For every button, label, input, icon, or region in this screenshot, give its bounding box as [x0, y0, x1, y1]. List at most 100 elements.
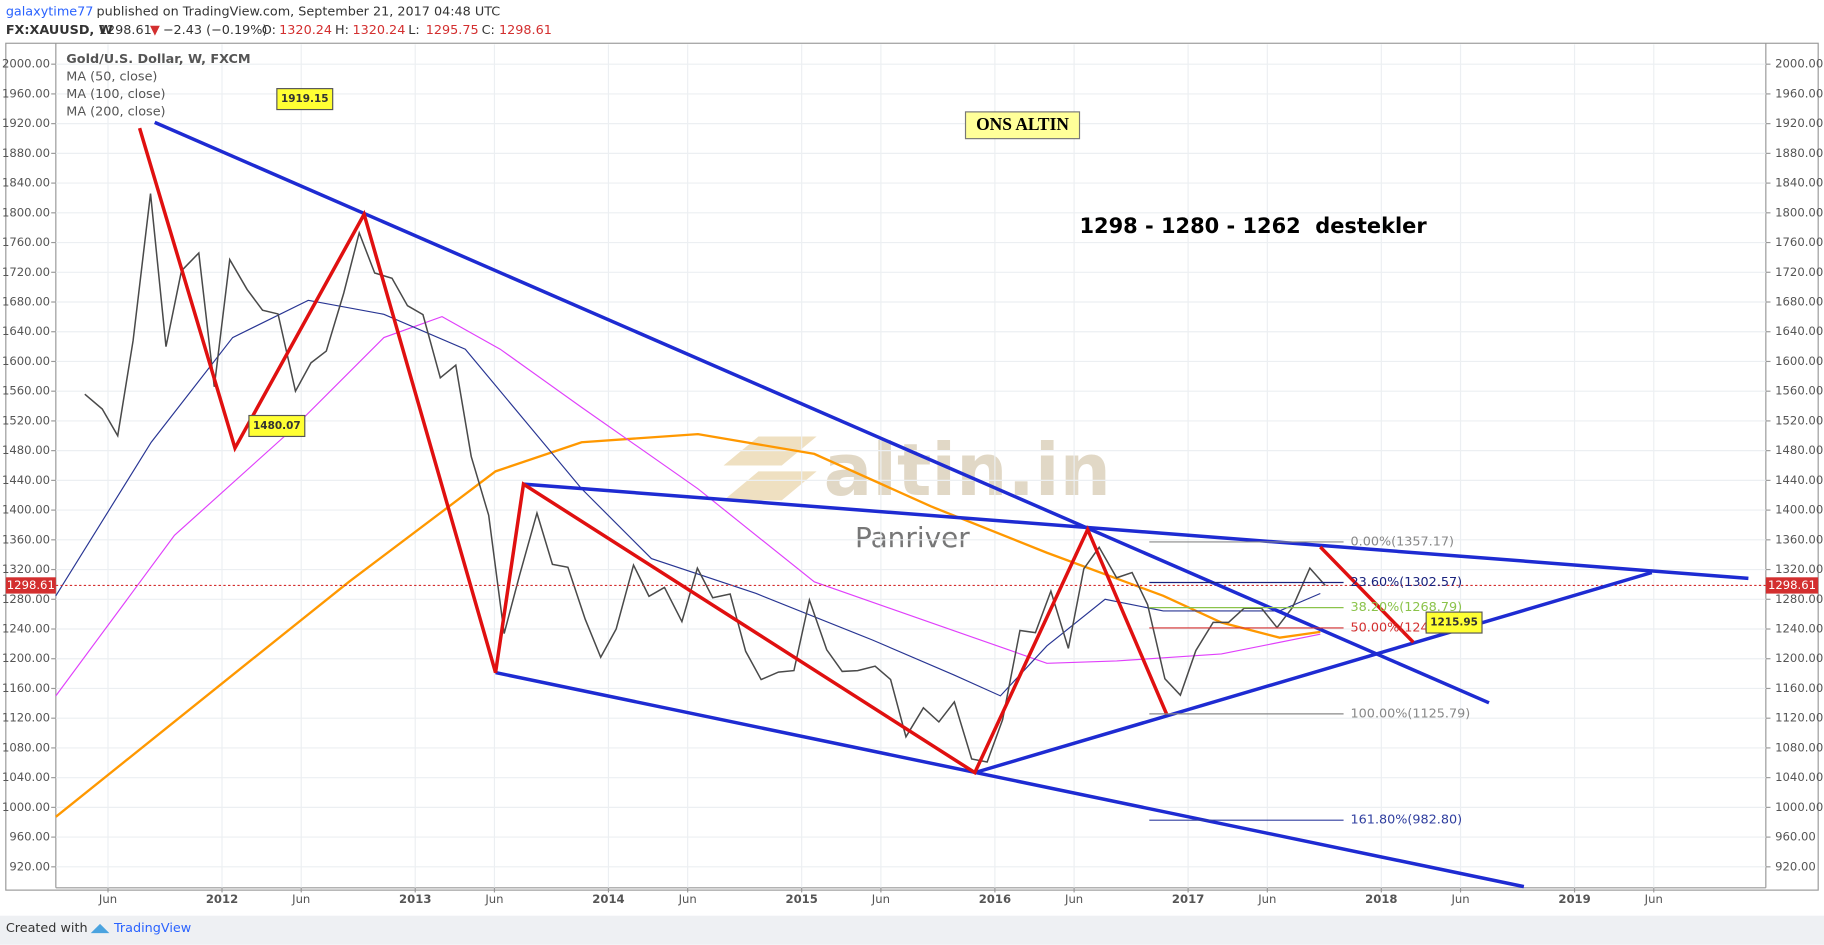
y-tick-label: 1680.00	[2, 295, 50, 309]
y-tick-label: 960.00	[1775, 830, 1816, 844]
footer-brand[interactable]: TradingView	[113, 921, 191, 936]
y-tick-label: 1480.00	[1775, 443, 1823, 457]
y-tick-label: 1720.00	[2, 265, 50, 279]
ohlc-value: 1320.24	[279, 23, 332, 38]
x-tick-label: 2018	[1365, 892, 1397, 906]
x-tick-label: Jun	[871, 892, 890, 906]
y-tick-label: 1040.00	[1775, 770, 1823, 784]
callout	[248, 414, 306, 438]
x-tick-label: Jun	[1644, 892, 1663, 906]
x-tick-label: Jun	[484, 892, 503, 906]
y-tick-label: 1840.00	[2, 176, 50, 190]
callout-label: 1215.95	[1430, 617, 1478, 629]
y-tick-label: 2000.00	[1775, 57, 1823, 71]
last-price-label: 1298.61	[1768, 578, 1816, 592]
callout	[1425, 611, 1483, 634]
x-tick-label: Jun	[1257, 892, 1276, 906]
y-tick-label: 1160.00	[1775, 681, 1823, 695]
y-tick-label: 1320.00	[1775, 562, 1823, 576]
legend-entry: MA (200, close)	[66, 104, 165, 119]
ohlc-key: C:	[482, 23, 495, 38]
last: 1298.61	[99, 23, 152, 38]
y-tick-label: 1080.00	[2, 740, 50, 754]
moving-average	[55, 315, 1321, 697]
y-tick-label: 1400.00	[1775, 503, 1823, 517]
y-tick-label: 1760.00	[2, 235, 50, 249]
ohlc: O: 1320.24 H: 1320.24 L: 1295.75 C: 1298.61	[262, 23, 552, 38]
y-tick-label: 1920.00	[2, 116, 50, 130]
y-tick-label: 1600.00	[1775, 354, 1823, 368]
ohlc-value: 1320.24	[352, 23, 405, 38]
x-tick-label: Jun	[678, 892, 697, 906]
fib-label: 38.20%(1268.79)	[1351, 600, 1463, 615]
last-price-label: 1298.61	[7, 578, 55, 592]
y-tick-label: 1080.00	[1775, 740, 1823, 754]
y-tick-label: 1000.00	[2, 800, 50, 814]
watermark-sub: Panriver	[855, 521, 970, 554]
trendline	[154, 120, 1490, 705]
y-tick-label: 1000.00	[1775, 800, 1823, 814]
y-tick-label: 1280.00	[2, 592, 50, 606]
y-tick-label: 1360.00	[1775, 532, 1823, 546]
y-tick-label: 1440.00	[2, 473, 50, 487]
y-tick-label: 2000.00	[2, 57, 50, 71]
ohlc-key: H:	[335, 23, 349, 38]
y-tick-label: 1480.00	[2, 443, 50, 457]
price-line	[84, 193, 1326, 763]
ohlc-key: O:	[262, 23, 276, 38]
y-tick-label: 1360.00	[2, 532, 50, 546]
y-tick-label: 1800.00	[2, 205, 50, 219]
moving-average	[55, 299, 1321, 697]
y-tick-label: 1520.00	[2, 413, 50, 427]
published: published on TradingView.com, September …	[97, 4, 501, 19]
footer-bar	[0, 915, 1824, 945]
y-tick-label: 1880.00	[2, 146, 50, 160]
watermark-logo	[723, 436, 817, 501]
x-tick-label: Jun	[98, 892, 117, 906]
chart-subtitle: 1298 - 1280 - 1262 destekler	[1080, 214, 1428, 238]
x-tick-label: 2012	[206, 892, 238, 906]
arrow: ▼	[150, 23, 160, 38]
y-tick-label: 1560.00	[1775, 384, 1823, 398]
y-tick-label: 1240.00	[2, 622, 50, 636]
y-tick-label: 1960.00	[2, 86, 50, 100]
title-box	[964, 111, 1081, 140]
series-name: Gold/U.S. Dollar, W, FXCM	[66, 52, 250, 67]
x-tick-label: Jun	[291, 892, 310, 906]
y-tick-label: 1160.00	[2, 681, 50, 695]
chart-title: ONS ALTIN	[976, 114, 1069, 134]
y-tick-label: 1120.00	[1775, 711, 1823, 725]
legend-entry: MA (100, close)	[66, 87, 165, 102]
trendline	[495, 670, 1525, 889]
x-tick-label: 2019	[1558, 892, 1590, 906]
trendline	[523, 482, 1749, 581]
x-tick-label: Jun	[1450, 892, 1469, 906]
x-tick-label: 2013	[399, 892, 431, 906]
fib-label: 161.80%(982.80)	[1351, 813, 1463, 828]
y-tick-label: 1640.00	[1775, 324, 1823, 338]
y-tick-label: 1640.00	[2, 324, 50, 338]
callout	[276, 88, 334, 111]
y-tick-label: 1120.00	[2, 711, 50, 725]
footer-text: Created with	[6, 921, 88, 936]
trendline	[974, 570, 1653, 775]
y-tick-label: 1400.00	[2, 503, 50, 517]
ohlc-key: L:	[408, 23, 419, 38]
y-tick-label: 1520.00	[1775, 413, 1823, 427]
y-tick-label: 1680.00	[1775, 295, 1823, 309]
y-tick-label: 920.00	[9, 859, 50, 873]
fib-label: 23.60%(1302.57)	[1351, 575, 1463, 590]
callout-label: 1480.07	[253, 420, 301, 432]
fib-label: 0.00%(1357.17)	[1351, 534, 1454, 549]
trendline	[1319, 545, 1415, 644]
author[interactable]: galaxytime77	[6, 4, 94, 19]
y-tick-label: 1440.00	[1775, 473, 1823, 487]
x-tick-label: Jun	[1064, 892, 1083, 906]
x-tick-label: 2014	[592, 892, 624, 906]
y-tick-label: 1840.00	[1775, 176, 1823, 190]
last-price-tag	[1765, 577, 1819, 594]
y-tick-label: 1200.00	[1775, 651, 1823, 665]
y-tick-label: 920.00	[1775, 859, 1816, 873]
